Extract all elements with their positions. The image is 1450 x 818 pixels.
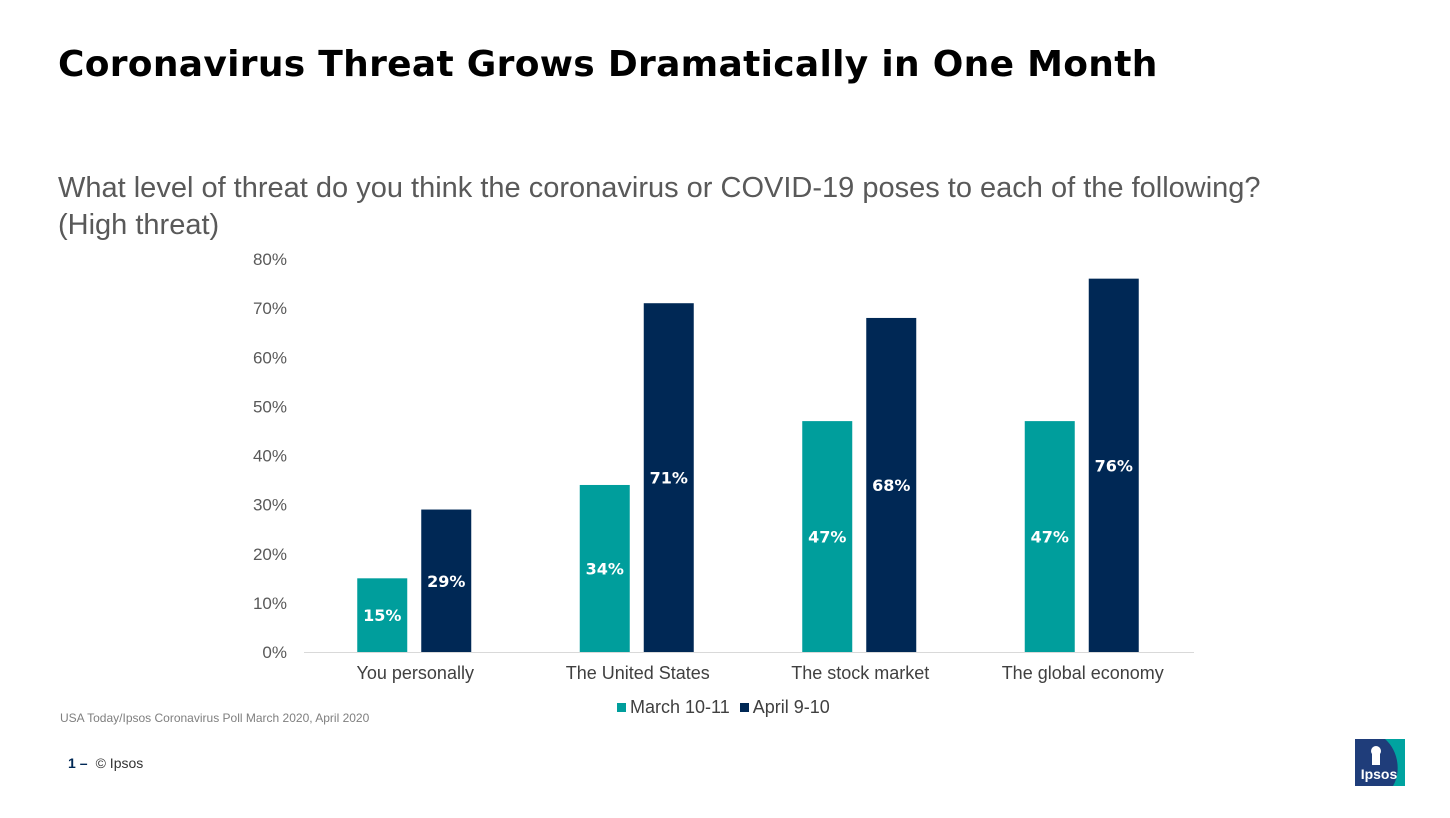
logo-text: Ipsos [1361, 766, 1398, 782]
y-tick-label: 70% [253, 299, 287, 318]
y-tick-label: 60% [253, 348, 287, 367]
y-tick-label: 40% [253, 447, 287, 466]
footer: 1– © Ipsos [68, 755, 143, 771]
data-label: 71% [650, 469, 688, 488]
legend-swatch-april [739, 703, 749, 712]
bar [802, 421, 853, 652]
source-note: USA Today/Ipsos Coronavirus Poll March 2… [60, 711, 370, 725]
data-label: 15% [363, 606, 401, 625]
y-tick-label: 50% [253, 397, 287, 416]
legend-item-april: April 9-10 [739, 697, 830, 718]
legend-label-april: April 9-10 [752, 697, 830, 717]
bar [421, 509, 472, 652]
footer-dash: – [79, 755, 88, 771]
page-title: Coronavirus Threat Grows Dramatically in… [58, 44, 1158, 85]
ipsos-logo: Ipsos [1355, 739, 1405, 786]
data-label: 68% [872, 476, 910, 495]
y-tick-label: 0% [262, 643, 287, 662]
bar [579, 484, 630, 652]
bar [357, 578, 408, 652]
y-tick-label: 20% [253, 545, 287, 564]
legend-item-march: March 10-11 [617, 697, 730, 718]
survey-question-line-2: (High threat) [58, 209, 220, 241]
data-label: 47% [808, 528, 846, 547]
legend-swatch-march [617, 703, 626, 712]
y-tick-label: 80% [253, 250, 287, 269]
data-label: 47% [1031, 528, 1069, 547]
y-tick-label: 10% [253, 594, 287, 613]
bar [1088, 278, 1139, 652]
logo-figure [1372, 753, 1380, 765]
chart-legend: March 10-11 April 9-10 [617, 697, 840, 718]
data-label: 76% [1095, 456, 1133, 475]
survey-question-line-1: What level of threat do you think the co… [58, 172, 1261, 204]
x-tick-label: The global economy [1002, 663, 1164, 683]
logo-accent [1385, 739, 1405, 786]
data-label: 34% [586, 559, 624, 578]
bar [1024, 421, 1075, 652]
copyright: © Ipsos [95, 755, 144, 771]
x-tick-label: You personally [357, 663, 474, 683]
page-number: 1 [68, 755, 76, 771]
survey-question: What level of threat do you think the co… [58, 170, 1388, 244]
bar [866, 317, 917, 652]
x-tick-label: The United States [566, 663, 710, 683]
x-tick-label: The stock market [791, 663, 929, 683]
y-tick-label: 30% [253, 496, 287, 515]
legend-label-march: March 10-11 [630, 697, 730, 717]
bar [643, 303, 694, 652]
data-label: 29% [427, 572, 465, 591]
